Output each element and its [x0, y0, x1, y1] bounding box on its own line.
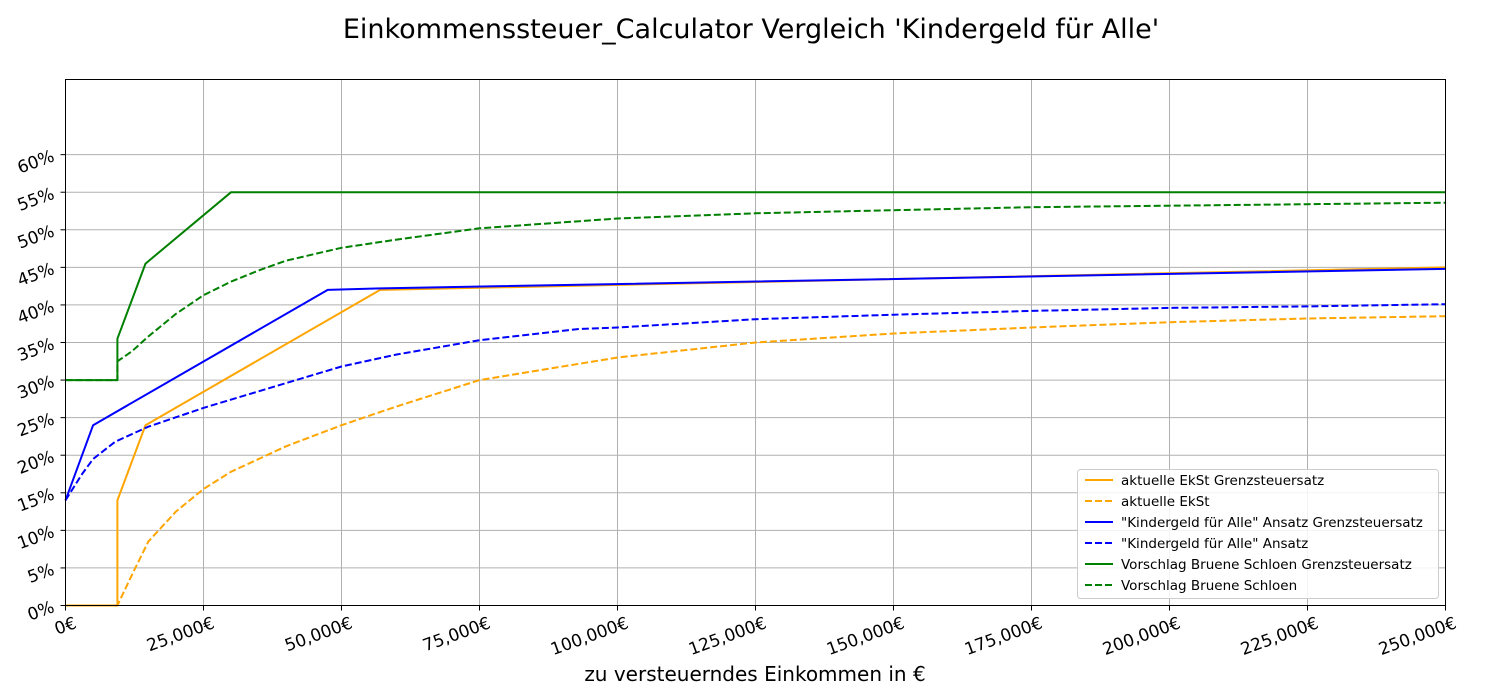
x-tick-label: 100,000€: [548, 613, 631, 660]
y-tick-label: 10%: [15, 522, 57, 554]
legend-label-6: Vorschlag Bruene Schloen: [1121, 578, 1297, 594]
y-tick-label: 55%: [15, 184, 57, 216]
chart-title: Einkommenssteuer_Calculator Vergleich 'K…: [343, 14, 1159, 45]
y-tick-label: 50%: [15, 222, 57, 254]
y-tick-label: 30%: [15, 372, 57, 404]
y-axis-ticks: 0%5%10%15%20%25%30%35%40%45%50%55%60%: [15, 147, 66, 625]
y-tick-label: 40%: [15, 297, 57, 329]
legend: aktuelle EkSt Grenzsteuersatz aktuelle Ek…: [1077, 469, 1439, 599]
series-line-6: [65, 201, 1446, 382]
x-tick-label: 25,000€: [144, 613, 217, 656]
legend-box: [1077, 469, 1439, 599]
y-tick-label: 45%: [15, 259, 57, 291]
x-tick-label: 0€: [52, 613, 79, 639]
x-tick-label: 50,000€: [282, 613, 355, 656]
x-axis-ticks: 0€ 25,000€ 50,000€ 75,000€ 100,000€ 125,000€ 1…: [52, 605, 1459, 660]
legend-label-3: "Kindergeld für Alle" Ansatz Grenzsteuer…: [1121, 515, 1423, 531]
x-tick-label: 125,000€: [686, 613, 769, 660]
series-line-2: [65, 315, 1446, 607]
x-tick-label: 150,000€: [824, 613, 907, 660]
y-tick-label: 15%: [15, 485, 57, 517]
y-tick-label: 35%: [15, 334, 57, 366]
legend-label-5: Vorschlag Bruene Schloen Grenzsteuersatz: [1121, 557, 1412, 573]
x-axis-label: zu versteuerndes Einkommen in €: [584, 662, 925, 686]
y-tick-label: 5%: [25, 560, 57, 588]
y-tick-label: 60%: [15, 147, 57, 179]
series-line-4: [64, 303, 1446, 501]
legend-label-1: aktuelle EkSt Grenzsteuersatz: [1121, 473, 1324, 489]
x-tick-label: 75,000€: [420, 613, 493, 656]
series-line-3: [64, 267, 1446, 501]
legend-label-2: aktuelle EkSt: [1121, 494, 1210, 510]
x-tick-label: 200,000€: [1100, 613, 1183, 660]
y-tick-label: 25%: [15, 410, 57, 442]
y-tick-label: 20%: [15, 447, 57, 479]
legend-label-4: "Kindergeld für Alle" Ansatz: [1121, 536, 1308, 552]
x-tick-label: 225,000€: [1238, 613, 1321, 660]
x-tick-label: 175,000€: [962, 613, 1045, 660]
x-tick-label: 250,000€: [1376, 613, 1459, 660]
